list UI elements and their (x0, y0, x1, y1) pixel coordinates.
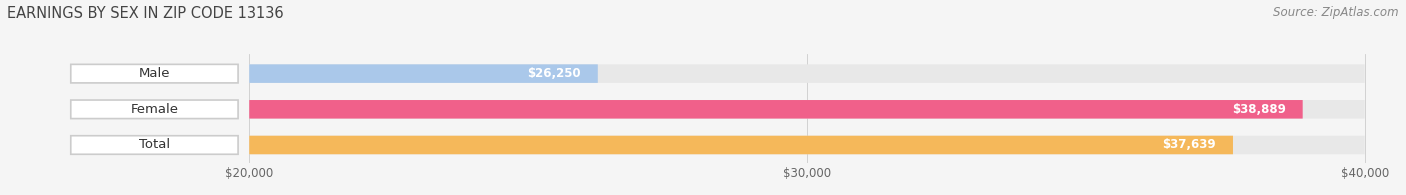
Text: Male: Male (139, 67, 170, 80)
Text: EARNINGS BY SEX IN ZIP CODE 13136: EARNINGS BY SEX IN ZIP CODE 13136 (7, 6, 284, 21)
Text: $37,639: $37,639 (1163, 138, 1216, 152)
FancyBboxPatch shape (249, 100, 1365, 119)
FancyBboxPatch shape (249, 100, 1303, 119)
FancyBboxPatch shape (70, 64, 238, 83)
FancyBboxPatch shape (249, 136, 1233, 154)
FancyBboxPatch shape (70, 136, 238, 154)
Text: Total: Total (139, 138, 170, 152)
Text: $38,889: $38,889 (1232, 103, 1286, 116)
FancyBboxPatch shape (249, 64, 598, 83)
FancyBboxPatch shape (70, 100, 238, 119)
Text: $26,250: $26,250 (527, 67, 581, 80)
Text: Source: ZipAtlas.com: Source: ZipAtlas.com (1274, 6, 1399, 19)
FancyBboxPatch shape (249, 136, 1365, 154)
FancyBboxPatch shape (249, 64, 1365, 83)
Text: Female: Female (131, 103, 179, 116)
